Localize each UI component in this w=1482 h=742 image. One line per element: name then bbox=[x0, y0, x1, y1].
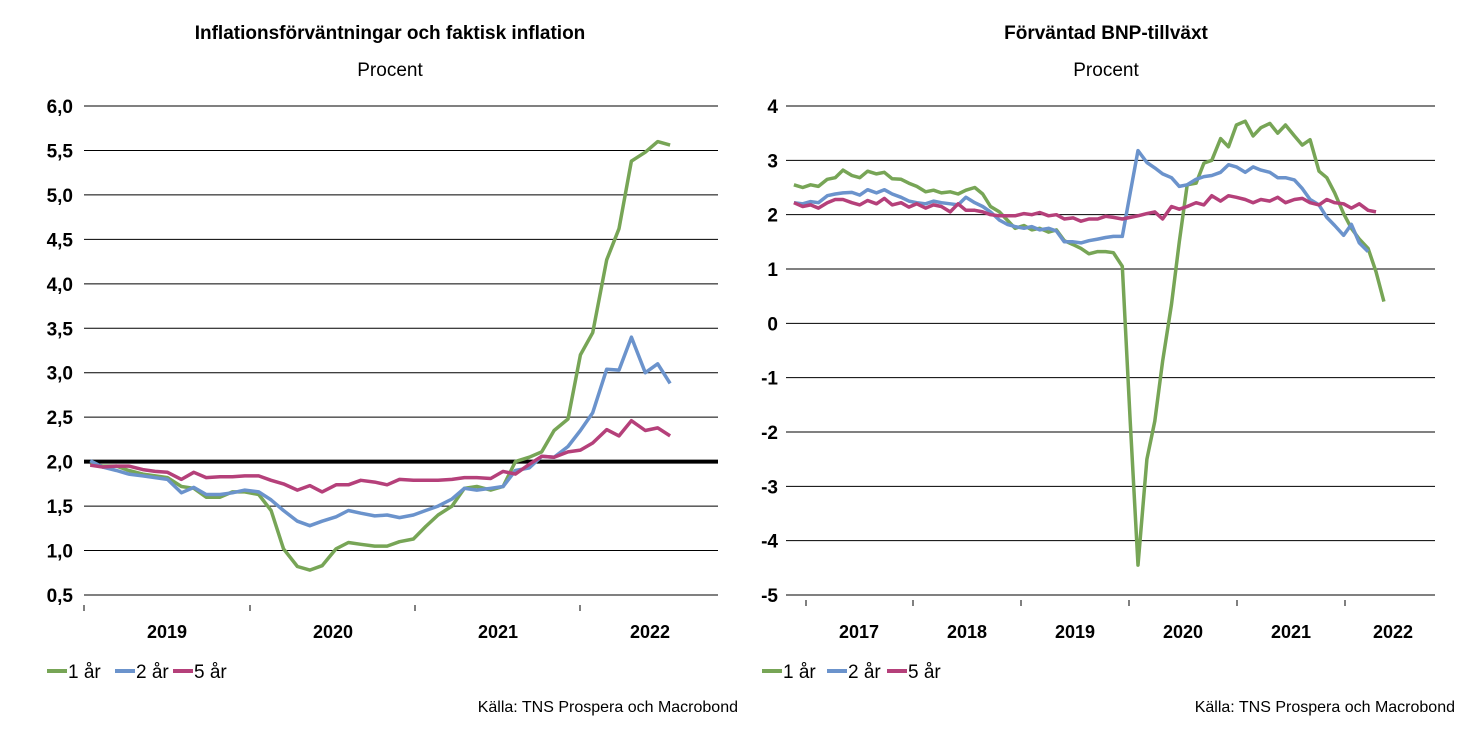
series-line-2 bbox=[793, 148, 1370, 253]
y-tick-label: -2 bbox=[761, 423, 778, 444]
y-tick-label: 3 bbox=[767, 151, 778, 172]
chart-right-title: Förväntad BNP-tillväxt bbox=[1004, 23, 1208, 44]
y-tick-label: 3,0 bbox=[47, 364, 73, 385]
y-tick-label: 4 bbox=[767, 97, 778, 118]
y-tick-label: 1 bbox=[767, 260, 778, 281]
chart-left-gridlines bbox=[84, 105, 718, 596]
chart-left-series bbox=[89, 139, 672, 572]
chart-right-subtitle: Procent bbox=[1073, 60, 1139, 81]
y-tick-label: 6,0 bbox=[47, 97, 73, 118]
x-tick-label: 2018 bbox=[947, 622, 987, 642]
y-tick-label: 1,0 bbox=[47, 542, 73, 563]
x-tick-label: 2019 bbox=[1055, 622, 1095, 642]
x-tick-label: 2020 bbox=[1163, 622, 1203, 642]
x-tick-label: 2022 bbox=[630, 622, 670, 642]
chart-left-source: Källa: TNS Prospera och Macrobond bbox=[478, 699, 738, 716]
y-tick-label: 2,0 bbox=[47, 453, 73, 474]
chart-right-gridlines bbox=[786, 105, 1435, 596]
y-tick-label: 5,5 bbox=[47, 141, 74, 162]
chart-right-x-axis: 2017 2018 2019 2020 2021 2022 bbox=[805, 600, 1413, 642]
chart-left-subtitle: Procent bbox=[357, 60, 423, 81]
legend-label-1ar: 1 år bbox=[68, 662, 101, 683]
chart-right-source: Källa: TNS Prospera och Macrobond bbox=[1195, 699, 1455, 716]
x-tick-label: 2019 bbox=[147, 622, 187, 642]
series-line-3 bbox=[89, 418, 672, 494]
y-tick-label: -4 bbox=[761, 532, 778, 553]
chart-left-y-tick-labels: 6,0 5,5 5,0 4,5 4,0 3,5 3,0 2,5 2,0 1,5 1,0 0,5 bbox=[47, 97, 74, 607]
series-line-1 bbox=[793, 119, 1386, 567]
y-tick-label: -5 bbox=[761, 586, 778, 607]
chart-left: Inflationsförväntningar och faktisk infl… bbox=[47, 23, 738, 716]
y-tick-label: -1 bbox=[761, 369, 778, 390]
x-tick-label: 2017 bbox=[839, 622, 879, 642]
y-tick-label: 3,5 bbox=[47, 319, 74, 340]
chart-left-x-axis: 2019 2020 2021 2022 bbox=[83, 605, 670, 642]
y-tick-label: 0 bbox=[767, 314, 778, 335]
x-tick-label: 2021 bbox=[478, 622, 518, 642]
y-tick-label: 4,0 bbox=[47, 275, 73, 296]
legend-label-5ar: 5 år bbox=[194, 662, 227, 683]
chart-right-y-tick-labels: 4 3 2 1 0 -1 -2 -3 -4 -5 bbox=[761, 97, 778, 607]
series-line-3 bbox=[793, 193, 1377, 223]
y-tick-label: -3 bbox=[761, 477, 778, 498]
y-tick-label: 5,0 bbox=[47, 186, 73, 207]
y-tick-label: 1,5 bbox=[47, 497, 74, 518]
legend-label-2ar: 2 år bbox=[136, 662, 169, 683]
chart-right: Förväntad BNP-tillväxt Procent 4 3 2 1 0 -1 -2… bbox=[761, 23, 1455, 716]
y-tick-label: 2,5 bbox=[47, 408, 74, 429]
chart-left-title: Inflationsförväntningar och faktisk infl… bbox=[195, 23, 586, 44]
legend-label-2ar: 2 år bbox=[848, 662, 881, 683]
chart-right-legend: 1 år 2 år 5 år bbox=[762, 662, 941, 683]
chart-left-legend: 1 år 2 år 5 år bbox=[47, 662, 227, 683]
x-tick-label: 2021 bbox=[1271, 622, 1311, 642]
y-tick-label: 4,5 bbox=[47, 230, 74, 251]
legend-label-5ar: 5 år bbox=[908, 662, 941, 683]
y-tick-label: 0,5 bbox=[47, 586, 74, 607]
series-line-2 bbox=[89, 335, 672, 528]
series-line-1 bbox=[89, 139, 671, 572]
x-tick-label: 2022 bbox=[1373, 622, 1413, 642]
y-tick-label: 2 bbox=[767, 206, 778, 227]
legend-label-1ar: 1 år bbox=[783, 662, 816, 683]
x-tick-label: 2020 bbox=[313, 622, 353, 642]
chart-right-series bbox=[793, 119, 1386, 567]
